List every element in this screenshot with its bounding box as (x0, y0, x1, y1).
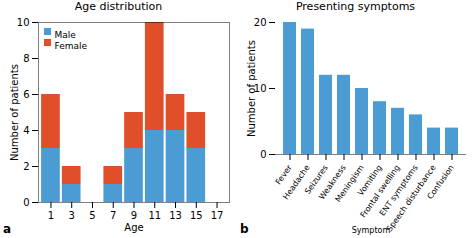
svg-text:Speech disturbance: Speech disturbance (384, 163, 438, 234)
svg-text:3: 3 (69, 210, 75, 221)
svg-text:Seizures: Seizures (303, 163, 330, 196)
svg-text:Weakness: Weakness (317, 163, 348, 202)
svg-text:5: 5 (89, 210, 95, 221)
svg-text:Headache: Headache (281, 163, 311, 201)
html-text:a: a (3, 222, 12, 236)
svg-text:Frontal swelling: Frontal swelling (358, 163, 402, 220)
svg-text:6: 6 (23, 89, 29, 100)
svg-text:Number of patients: Number of patients (9, 64, 20, 161)
svg-text:Symptom: Symptom (352, 226, 391, 235)
html-text:Age distribution: Age distribution (74, 0, 163, 13)
svg-text:1: 1 (48, 210, 54, 221)
svg-text:15: 15 (190, 210, 203, 221)
svg-text:20: 20 (254, 17, 267, 28)
svg-text:10: 10 (253, 82, 267, 94)
svg-text:2: 2 (23, 161, 29, 172)
svg-text:ENT symptoms: ENT symptoms (377, 163, 420, 218)
html-text:b: b (240, 222, 249, 236)
svg-text:Number of patients: Number of patients (246, 40, 257, 137)
svg-text:10: 10 (17, 17, 30, 28)
svg-text:Confusion: Confusion (426, 163, 456, 201)
svg-text:Male: Male (55, 30, 77, 40)
svg-text:4: 4 (23, 125, 29, 136)
svg-text:7: 7 (110, 210, 116, 221)
svg-text:17: 17 (211, 210, 224, 221)
svg-text:0: 0 (260, 149, 266, 160)
svg-text:0: 0 (23, 197, 29, 208)
svg-text:Age: Age (124, 222, 143, 233)
svg-text:11: 11 (148, 210, 161, 221)
svg-text:13: 13 (169, 210, 182, 221)
svg-text:Meningism: Meningism (333, 163, 366, 204)
svg-text:Vomiting: Vomiting (356, 163, 384, 198)
svg-text:9: 9 (131, 210, 137, 221)
svg-text:8: 8 (23, 53, 29, 64)
svg-text:Female: Female (55, 41, 88, 51)
html-text:Presenting symptoms: Presenting symptoms (295, 0, 416, 13)
svg-text:Fever: Fever (273, 163, 294, 187)
